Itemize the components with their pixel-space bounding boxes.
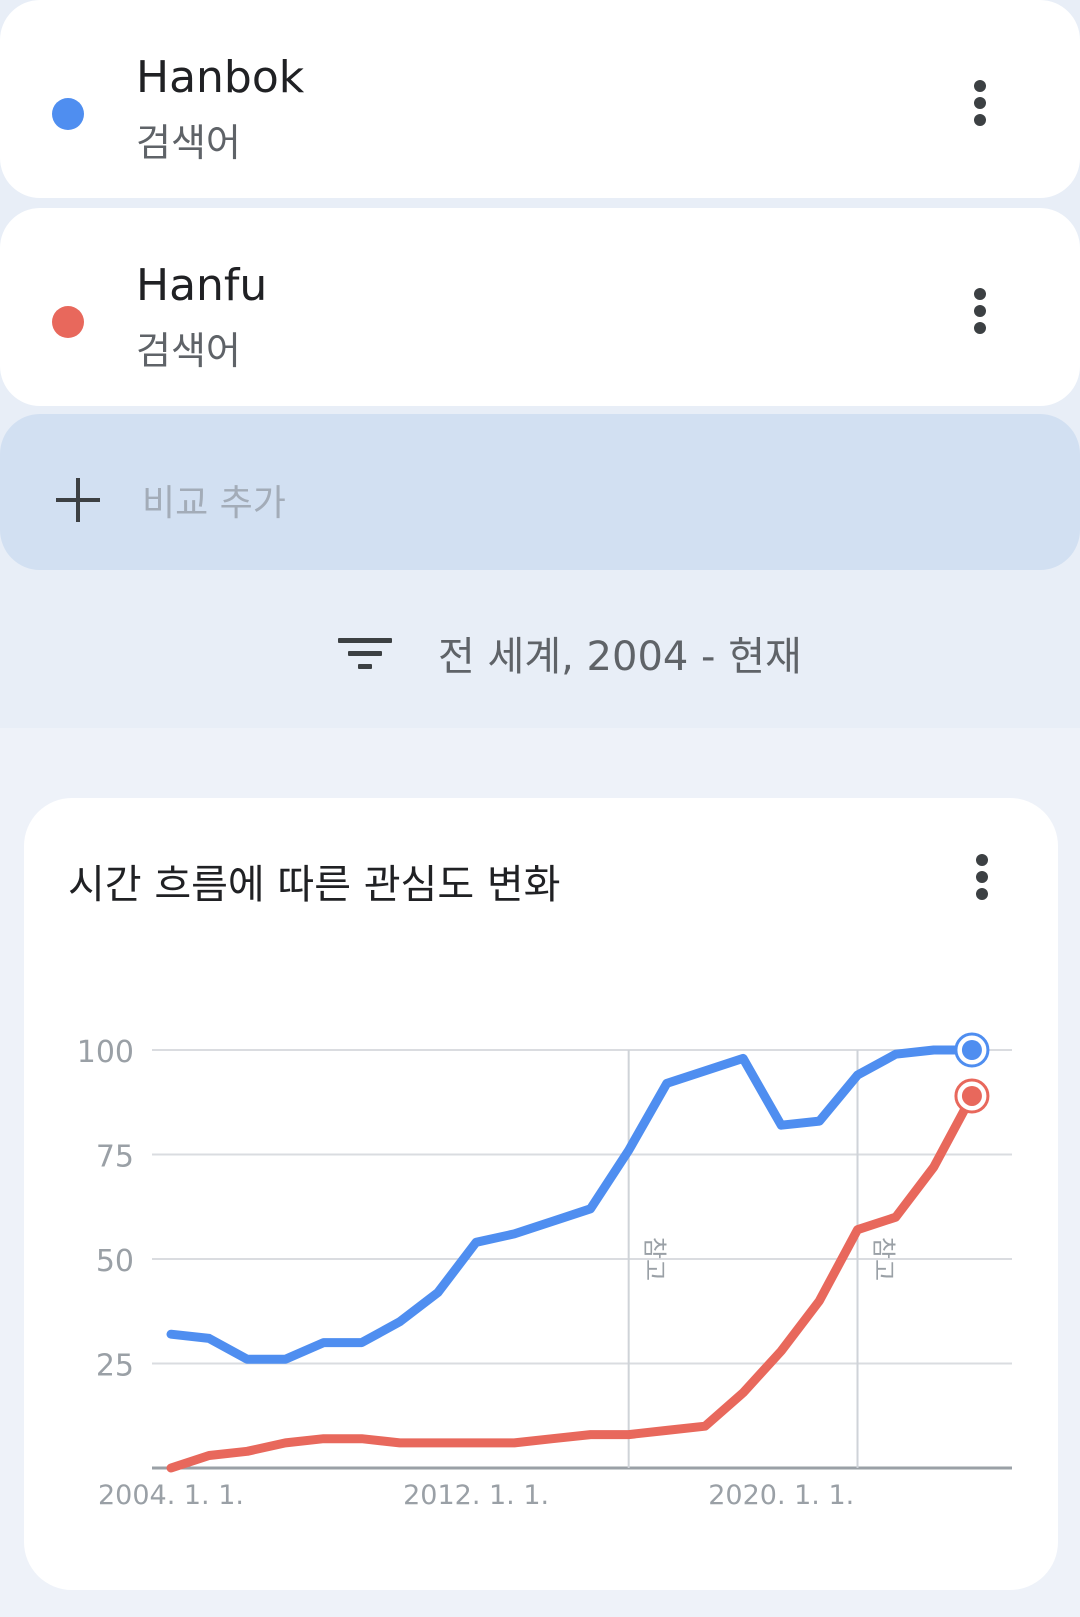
term-name: Hanbok	[136, 52, 305, 103]
add-comparison-label: 비교 추가	[142, 483, 286, 524]
y-tick-label: 75	[96, 1140, 134, 1175]
search-term-card-hanfu[interactable]: Hanfu 검색어	[0, 208, 1080, 406]
term-type-label: 검색어	[136, 121, 241, 165]
term-type-label: 검색어	[136, 329, 241, 373]
y-tick-label: 100	[77, 1035, 134, 1070]
series-color-dot-icon	[52, 98, 84, 130]
x-tick-label: 2004. 1. 1.	[98, 1480, 244, 1511]
more-vert-icon[interactable]	[962, 78, 998, 128]
filter-summary: 전 세계, 2004 - 현재	[438, 634, 802, 680]
series-line-hanbok	[166, 1045, 977, 1364]
x-tick-label: 2020. 1. 1.	[708, 1480, 854, 1511]
y-tick-label: 50	[96, 1244, 134, 1279]
plus-icon[interactable]	[56, 478, 100, 522]
term-name: Hanfu	[136, 260, 268, 311]
more-vert-icon[interactable]	[964, 852, 1000, 902]
y-tick-label: 25	[96, 1349, 134, 1384]
endpoint-marker	[961, 1085, 982, 1106]
interest-over-time-chart[interactable]: 100 75 50 25 2004. 1. 1. 2012. 1. 1. 2020. 1. …	[24, 798, 1058, 1590]
annotation-label: 참고	[870, 1237, 898, 1281]
annotation-label: 참고	[641, 1237, 669, 1281]
series-color-dot-icon	[52, 306, 84, 338]
more-vert-icon[interactable]	[962, 286, 998, 336]
filter-icon	[338, 632, 392, 672]
search-term-card-hanbok[interactable]: Hanbok 검색어	[0, 0, 1080, 198]
x-tick-label: 2012. 1. 1.	[403, 1480, 549, 1511]
filter-button[interactable]: 전 세계, 2004 - 현재	[0, 622, 1080, 682]
interest-over-time-card: 시간 흐름에 따른 관심도 변화 100 75 50 25 2004. 1. 1. 201…	[24, 798, 1058, 1590]
endpoint-marker	[961, 1040, 982, 1060]
chart-title: 시간 흐름에 따른 관심도 변화	[68, 862, 561, 908]
add-comparison-button[interactable]	[0, 414, 1080, 570]
series-line-hanfu	[166, 1091, 977, 1473]
